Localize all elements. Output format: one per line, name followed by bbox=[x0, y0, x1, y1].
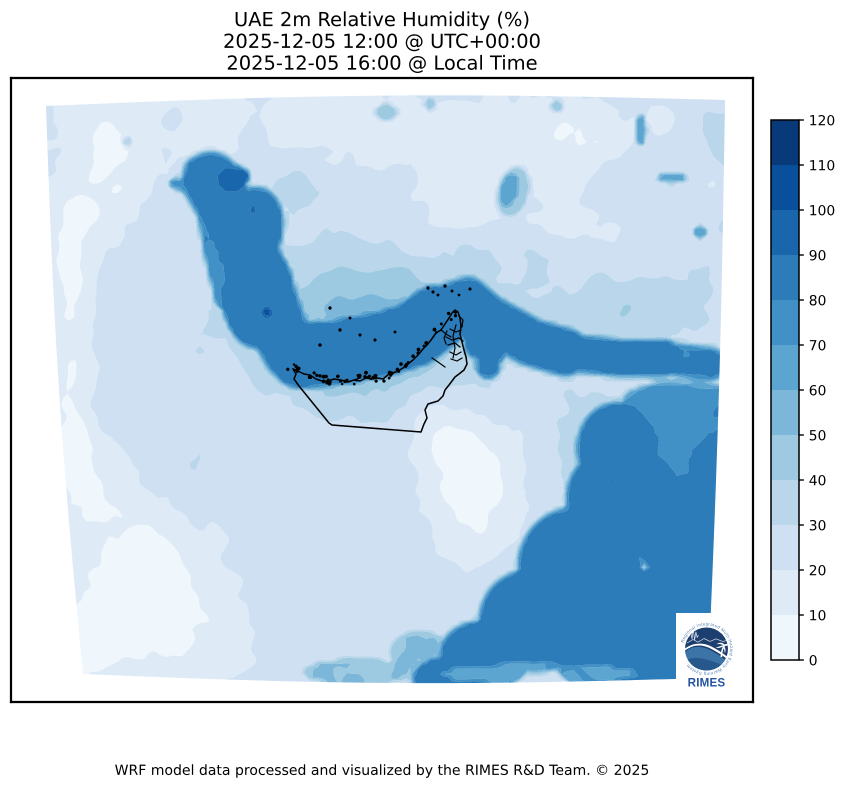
svg-text:RIMES: RIMES bbox=[688, 677, 726, 690]
